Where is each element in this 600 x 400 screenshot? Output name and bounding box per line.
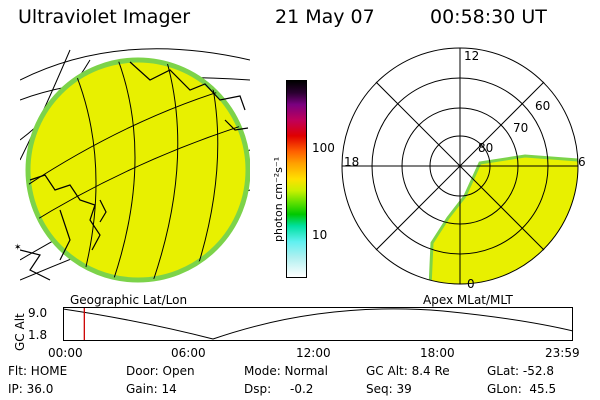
alt-xtick-3: 18:00 — [420, 346, 455, 360]
status-glat: GLat: -52.8 — [487, 364, 554, 378]
alt-ymax: 9.0 — [28, 306, 48, 320]
lat-60: 60 — [535, 99, 550, 113]
status-gain: Gain: 14 — [126, 382, 177, 396]
status-door: Door: Open — [126, 364, 195, 378]
colorbar-unit-label: photon cm⁻²s⁻¹ — [272, 156, 285, 242]
alt-xtick-4: 23:59 — [545, 346, 580, 360]
colorbar-tick-100: 100 — [312, 141, 335, 155]
lat-80: 80 — [478, 141, 493, 155]
alt-ymin: 1.8 — [28, 328, 48, 342]
time-label: 00:58:30 UT — [430, 6, 547, 28]
polar-panel-label: Apex MLat/MLT — [423, 293, 513, 307]
geo-panel-label: Geographic Lat/Lon — [70, 293, 188, 307]
status-seq: Seq: 39 — [366, 382, 412, 396]
date-label: 21 May 07 — [275, 6, 375, 28]
status-flt: Flt: HOME — [8, 364, 68, 378]
altitude-plot — [63, 307, 574, 341]
status-glon: GLon: 45.5 — [487, 382, 557, 396]
colorbar — [286, 80, 307, 278]
alt-xtick-0: 00:00 — [48, 346, 83, 360]
mlt-12: 12 — [464, 49, 479, 63]
alt-ylabel: GC Alt — [13, 313, 27, 351]
instrument-title: Ultraviolet Imager — [18, 6, 191, 28]
geographic-image: ✶ — [14, 48, 250, 283]
status-mode: Mode: Normal — [244, 364, 328, 378]
alt-xtick-2: 12:00 — [296, 346, 331, 360]
svg-text:✶: ✶ — [14, 243, 22, 253]
mlt-6: 6 — [578, 155, 586, 169]
auroral-disk — [25, 57, 250, 283]
status-dsp-label: Dsp: — [244, 382, 272, 396]
polar-auroral-region — [428, 154, 578, 284]
alt-xtick-1: 06:00 — [171, 346, 206, 360]
mlt-18: 18 — [344, 155, 359, 169]
status-dsp-value: -0.2 — [290, 382, 314, 396]
mlt-0: 0 — [467, 277, 475, 291]
colorbar-tick-10: 10 — [312, 228, 328, 242]
lat-70: 70 — [513, 121, 528, 135]
status-gc-alt: GC Alt: 8.4 Re — [366, 364, 450, 378]
status-ip: IP: 36.0 — [8, 382, 54, 396]
polar-plot: 12 18 6 0 60 70 80 — [341, 47, 586, 291]
